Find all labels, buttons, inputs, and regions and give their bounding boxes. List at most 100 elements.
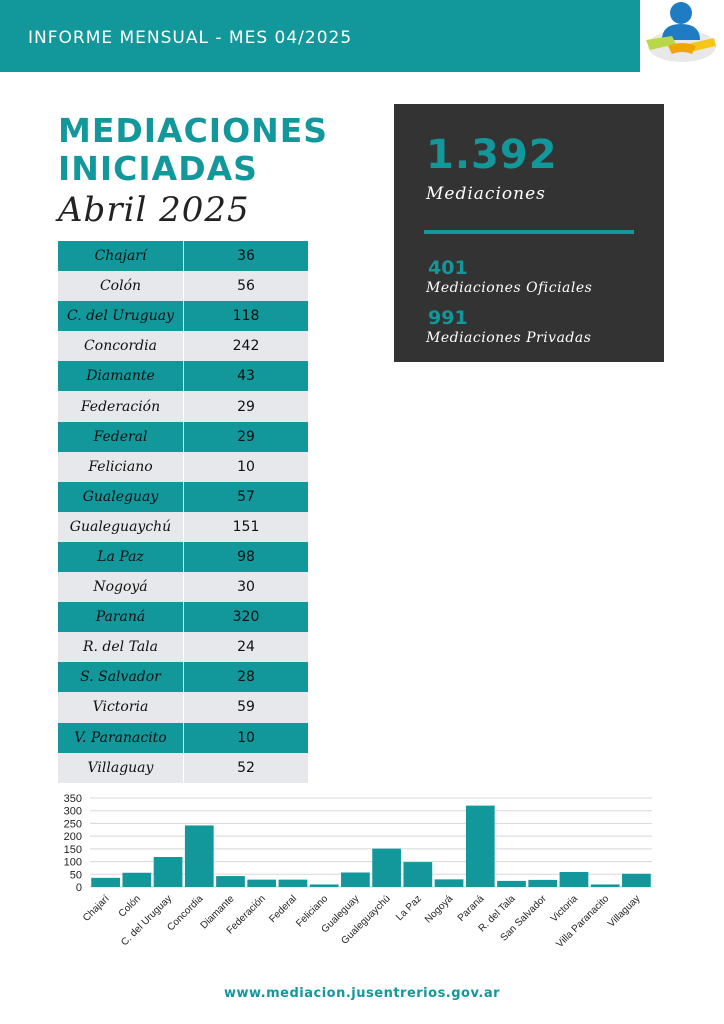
table-row: Gualeguay 57 [58,481,308,512]
total-mediations-value: 1.392 [426,132,558,178]
table-row: Feliciano 10 [58,451,308,482]
department-count: 10 [237,458,255,475]
table-row: C. del Uruguay 118 [58,301,308,332]
bar [559,871,589,887]
department-name: Federal [58,421,184,452]
mediations-table: Chajarí 36 Colón 56 C. del Uruguay 118 Concord… [58,241,308,783]
department-name: Colón [58,271,184,302]
title-line-1: MEDIACIONES [58,111,329,150]
table-row: Paraná 320 [58,602,308,633]
department-name: V. Paranacito [58,722,184,753]
department-name: La Paz [58,541,184,573]
department-count: 118 [232,308,260,325]
bar [309,884,339,887]
table-row: Colón 56 [58,271,308,302]
department-count: 28 [237,669,255,686]
table-row: S. Salvador 28 [58,662,308,693]
x-tick-label: La Paz [394,893,424,923]
bar [497,880,526,887]
bar [403,862,433,887]
table-row: La Paz 98 [58,541,308,573]
department-name: Federación [58,391,184,422]
table-row: Federal 29 [58,421,308,452]
table-row: Diamante 43 [58,361,308,392]
stats-panel: 1.392 Mediaciones 401 Mediaciones Oficia… [394,104,664,362]
department-count: 43 [237,368,255,385]
footer-url[interactable]: www.mediacion.jusentrerios.gov.ar [223,986,501,1001]
department-count: 52 [237,759,255,776]
bar [122,872,152,887]
total-mediations-label: Mediaciones [426,184,546,204]
bar [153,856,183,887]
bar [434,879,464,887]
x-tick-label: Villaguay [606,893,642,929]
y-tick-label: 300 [64,806,82,818]
y-tick-label: 150 [64,844,82,856]
y-tick-label: 250 [64,818,82,830]
department-count: 242 [232,338,260,355]
bar [465,805,495,887]
x-tick-label: Nogoyá [423,893,455,925]
x-tick-label: Chajarí [81,893,112,924]
y-tick-label: 0 [76,882,82,894]
oficiales-label: Mediaciones Oficiales [426,280,593,296]
department-name: Gualeguay [58,481,184,512]
x-tick-label: Colón [117,893,143,919]
department-count: 59 [237,699,255,716]
y-tick-label: 350 [64,793,82,805]
department-count: 151 [232,518,260,535]
privadas-label: Mediaciones Privadas [426,330,592,346]
department-name: Victoria [58,692,184,723]
stats-divider [424,230,634,234]
y-tick-label: 100 [64,857,82,869]
department-name: Gualeguaychú [58,511,184,542]
y-tick-label: 50 [70,869,82,881]
header-banner: INFORME MENSUAL - MES 04/2025 [0,0,640,72]
bar [184,825,214,887]
department-name: R. del Tala [58,632,184,663]
period-subtitle: Abril 2025 [58,190,250,230]
department-name: Chajarí [58,241,184,272]
bar [528,879,558,887]
title-line-2: INICIADAS [58,149,258,188]
department-count: 24 [237,639,255,656]
bar [278,879,308,887]
department-count: 320 [232,609,260,626]
table-row: Concordia 242 [58,331,308,362]
bar [341,872,370,887]
table-row: R. del Tala 24 [58,632,308,663]
department-name: Villaguay [58,752,184,783]
table-row: Victoria 59 [58,692,308,723]
department-count: 36 [237,248,255,265]
department-name: Concordia [58,331,184,362]
department-count: 29 [237,398,255,415]
table-row: Chajarí 36 [58,241,308,272]
department-count: 56 [237,278,255,295]
department-name: Nogoyá [58,572,184,603]
table-row: Gualeguaychú 151 [58,511,308,542]
department-name: C. del Uruguay [58,301,184,332]
department-count: 29 [237,428,255,445]
bar [590,884,620,887]
x-tick-label: Paraná [456,893,487,924]
bar [91,877,120,887]
bar [372,848,401,887]
y-tick-label: 200 [64,831,82,843]
table-row: Federación 29 [58,391,308,422]
mediation-people-hands-icon [642,0,720,72]
bar [247,879,277,887]
bar [622,873,651,887]
department-name: S. Salvador [58,662,184,693]
bar [216,876,245,887]
department-name: Diamante [58,361,184,392]
table-row: Villaguay 52 [58,752,308,783]
report-title: INFORME MENSUAL - MES 04/2025 [28,28,353,48]
department-name: Feliciano [58,451,184,482]
department-name: Paraná [58,602,184,633]
table-row: V. Paranacito 10 [58,722,308,753]
oficiales-value: 401 [428,257,468,279]
department-count: 10 [237,729,255,746]
table-row: Nogoyá 30 [58,572,308,603]
department-count: 98 [237,548,255,565]
